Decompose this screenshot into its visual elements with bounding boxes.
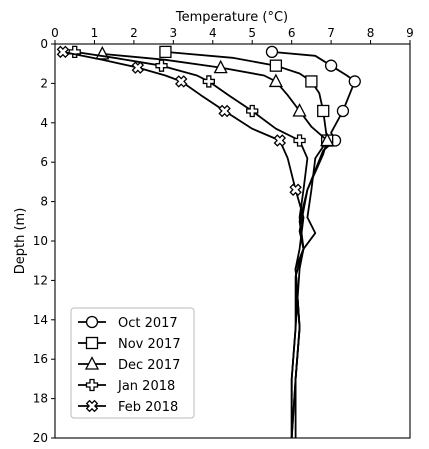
y-tick-label: 4 <box>40 116 48 130</box>
cross-marker <box>131 61 145 74</box>
square-marker <box>305 75 318 88</box>
y-tick-label: 8 <box>40 195 48 209</box>
legend-box <box>70 307 195 419</box>
legend-square-marker <box>85 336 99 350</box>
series-layer <box>56 45 361 439</box>
circle-marker <box>324 59 338 72</box>
series-feb-2018 <box>56 45 305 438</box>
legend-triangle-marker <box>84 356 100 370</box>
plus-marker <box>293 134 306 147</box>
triangle-marker <box>268 73 283 88</box>
y-tick-label: 20 <box>33 431 48 445</box>
x-tick-label: 0 <box>51 26 59 40</box>
legend-label: Dec 2017 <box>118 358 180 373</box>
series-line <box>165 51 329 438</box>
triangle-marker <box>320 132 335 147</box>
y-tick-label: 14 <box>33 313 48 327</box>
legend-label: Feb 2018 <box>118 400 178 415</box>
circle-marker <box>348 75 361 88</box>
y-tick-label: 12 <box>33 273 48 287</box>
y-axis-ticks: 0 2 4 6 8 10 12 14 16 18 20 <box>33 37 55 445</box>
plus-marker <box>202 75 215 88</box>
x-tick-label: 6 <box>288 26 296 40</box>
x-tick-label: 5 <box>248 26 256 40</box>
y-tick-label: 0 <box>40 37 48 51</box>
plus-marker <box>246 104 259 118</box>
x-tick-label: 2 <box>130 26 138 40</box>
square-marker <box>269 59 283 72</box>
x-tick-label: 3 <box>170 26 178 40</box>
y-tick-label: 16 <box>33 352 48 366</box>
legend-item: Jan 2018 <box>78 378 175 394</box>
legend-plus-marker <box>85 378 99 392</box>
x-axis-ticks: 0 1 2 3 4 5 6 7 8 9 <box>51 26 414 44</box>
legend-label: Oct 2017 <box>118 316 178 331</box>
legend-circle-marker <box>85 315 99 329</box>
cross-marker <box>56 45 70 59</box>
series-jan-2018 <box>68 45 309 438</box>
y-tick-label: 6 <box>40 155 48 169</box>
x-tick-label: 9 <box>406 26 414 40</box>
plus-marker <box>155 59 168 72</box>
legend-item: Oct 2017 <box>78 315 178 331</box>
y-tick-label: 10 <box>33 234 48 248</box>
legend-item: Nov 2017 <box>78 336 181 352</box>
y-axis-title: Depth (m) <box>13 208 28 275</box>
legend-label: Jan 2018 <box>117 379 175 394</box>
x-tick-label: 1 <box>91 26 99 40</box>
circle-marker <box>336 104 350 118</box>
cross-marker <box>174 75 188 88</box>
x-tick-label: 4 <box>209 26 217 40</box>
cross-marker <box>289 183 302 197</box>
y-tick-label: 18 <box>33 392 48 406</box>
x-tick-label: 7 <box>327 26 335 40</box>
y-tick-label: 2 <box>40 76 48 90</box>
legend-label: Nov 2017 <box>118 337 181 352</box>
legend-item: Feb 2018 <box>78 399 178 415</box>
legend: Oct 2017 Nov 2017 Dec 2017 Jan 2018 Feb 2018 <box>70 307 195 419</box>
legend-cross-marker <box>85 399 99 413</box>
triangle-marker <box>213 59 228 74</box>
cross-marker <box>218 104 231 118</box>
plus-marker <box>68 45 81 59</box>
square-marker <box>317 104 330 118</box>
x-tick-label: 8 <box>367 26 375 40</box>
circle-marker <box>265 45 279 59</box>
square-marker <box>159 45 172 59</box>
triangle-marker <box>292 103 307 117</box>
cross-marker <box>273 134 287 147</box>
x-axis-title: Temperature (°C) <box>175 10 288 25</box>
legend-item: Dec 2017 <box>78 356 180 373</box>
